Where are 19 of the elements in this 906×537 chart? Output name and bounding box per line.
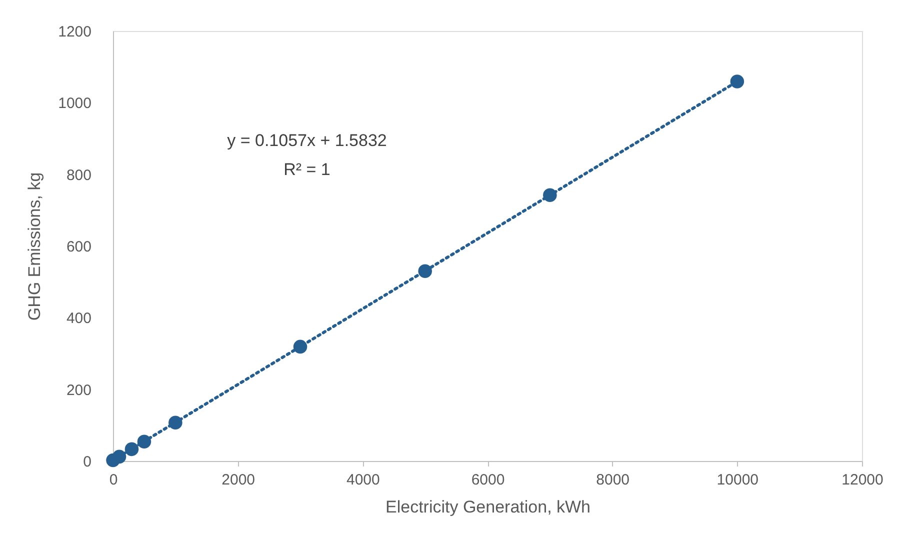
y-axis-title: GHG Emissions, kg (25, 172, 44, 321)
x-tick-label: 12000 (842, 472, 884, 488)
annotation: R² = 1 (284, 160, 330, 179)
y-tick-label: 400 (66, 310, 92, 328)
x-tick-label: 6000 (471, 472, 505, 488)
x-tick-label: 10000 (716, 472, 759, 488)
y-tick-label: 200 (66, 382, 92, 399)
point (730, 74, 744, 88)
annotation: y = 0.1057x + 1.5832 (227, 131, 387, 150)
y-tick-label: 0 (83, 454, 92, 470)
y-tick-label: 800 (66, 166, 92, 184)
x-tick-label: 4000 (346, 472, 380, 488)
y-tick-label: 1000 (58, 95, 92, 112)
x-tick-label: 0 (109, 472, 118, 488)
x-tick-label: 8000 (596, 472, 630, 488)
y-tick-label: 1200 (58, 24, 92, 40)
y-tick-label: 600 (66, 238, 92, 256)
x-tick-label: 2000 (222, 472, 256, 488)
x-axis-title: Electricity Generation, kWh (385, 498, 591, 516)
